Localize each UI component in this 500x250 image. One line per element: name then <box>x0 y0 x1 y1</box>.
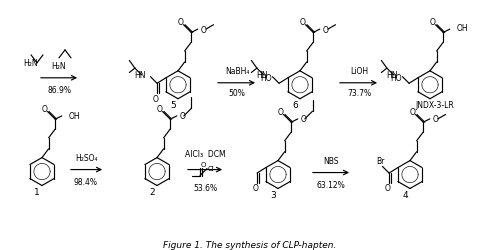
Text: O: O <box>410 108 416 116</box>
Text: O: O <box>301 115 306 124</box>
Text: 73.7%: 73.7% <box>347 89 371 98</box>
Text: H₂N: H₂N <box>52 62 66 71</box>
Text: O: O <box>201 26 206 35</box>
Text: HN: HN <box>256 71 268 80</box>
Text: LiOH: LiOH <box>350 67 368 76</box>
Text: AlCl₃  DCM: AlCl₃ DCM <box>184 150 226 158</box>
Text: 98.4%: 98.4% <box>74 177 98 186</box>
Text: NaBH₄: NaBH₄ <box>225 67 249 76</box>
Text: HN: HN <box>134 71 145 80</box>
Text: O: O <box>384 184 390 193</box>
Text: HO: HO <box>390 74 402 82</box>
Text: H₂N: H₂N <box>23 59 38 68</box>
Text: Figure 1. The synthesis of CLP-hapten.: Figure 1. The synthesis of CLP-hapten. <box>164 240 336 249</box>
Text: O: O <box>180 112 186 121</box>
Text: 1: 1 <box>34 187 40 196</box>
Text: Br: Br <box>376 156 384 165</box>
Text: Cl: Cl <box>208 165 214 171</box>
Text: OH: OH <box>457 24 468 32</box>
Text: HO: HO <box>260 74 272 82</box>
Text: O: O <box>42 104 48 114</box>
Text: 4: 4 <box>402 190 408 199</box>
Text: O: O <box>156 104 162 114</box>
Text: O: O <box>300 18 306 27</box>
Text: O: O <box>200 161 205 167</box>
Text: O: O <box>278 108 283 116</box>
Text: 6: 6 <box>292 101 298 110</box>
Text: HN: HN <box>386 71 398 80</box>
Text: NBS: NBS <box>323 156 339 166</box>
Text: 63.12%: 63.12% <box>316 180 346 189</box>
Text: OH: OH <box>69 112 80 121</box>
Text: 5: 5 <box>170 101 176 110</box>
Text: O: O <box>252 184 258 193</box>
Text: O: O <box>323 26 328 35</box>
Text: H₂SO₄: H₂SO₄ <box>75 154 97 162</box>
Text: O: O <box>430 18 436 27</box>
Text: 86.9%: 86.9% <box>47 86 71 95</box>
Text: 2: 2 <box>149 187 155 196</box>
Text: 50%: 50% <box>228 89 246 98</box>
Text: O: O <box>433 115 438 124</box>
Text: O: O <box>178 18 184 27</box>
Text: O: O <box>152 94 158 103</box>
Text: JNDX-3-LR: JNDX-3-LR <box>416 101 455 110</box>
Text: 3: 3 <box>270 190 276 199</box>
Text: 53.6%: 53.6% <box>193 183 217 192</box>
